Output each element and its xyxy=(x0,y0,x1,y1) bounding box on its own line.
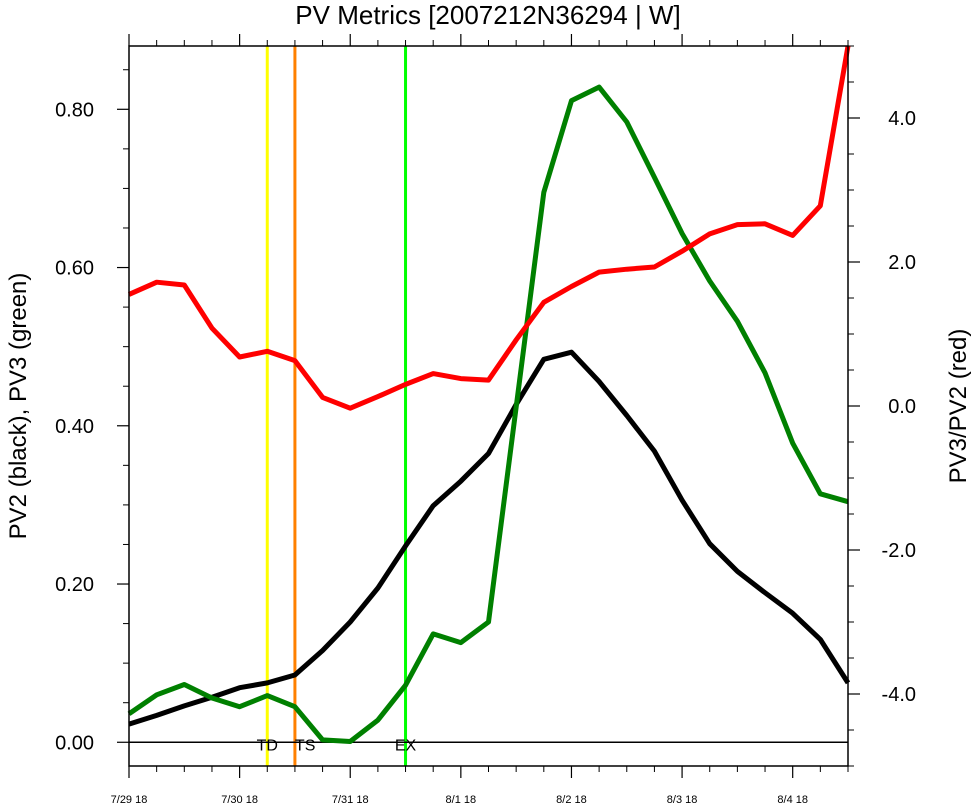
left-tick-label: 0.40 xyxy=(55,416,94,438)
left-axis-label: PV2 (black), PV3 (green) xyxy=(5,273,32,540)
marker-label-ts: TS xyxy=(295,737,315,754)
x-tick-label: 8/4 18 xyxy=(777,794,808,805)
x-tick-label: 7/30 18 xyxy=(221,794,258,805)
x-tick-label: 8/2 18 xyxy=(556,794,587,805)
right-tick-label: 4.0 xyxy=(888,108,916,130)
series-line-0 xyxy=(128,349,851,727)
right-tick-label: -4.0 xyxy=(882,684,916,706)
left-tick-label: 0.80 xyxy=(55,99,94,121)
marker-label-td: TD xyxy=(257,737,278,754)
right-axis-label: PV3/PV2 (red) xyxy=(945,329,972,484)
series-line-1 xyxy=(127,84,849,744)
x-tick-label: 7/31 18 xyxy=(332,794,369,805)
plot-frame xyxy=(128,45,849,767)
marker-labels: TD TS EX xyxy=(257,737,417,754)
series-line-2 xyxy=(127,45,851,411)
marker-label-ex: EX xyxy=(395,737,417,754)
x-tick-label: 8/3 18 xyxy=(667,794,698,805)
left-tick-label: 0.20 xyxy=(55,574,94,596)
x-tick-label: 8/1 18 xyxy=(446,794,477,805)
left-tick-label: 0.60 xyxy=(55,258,94,280)
axes: 7/29 18 7/30 18 7/31 18 8/1 18 8/2 18 8/3 18 8… xyxy=(55,34,916,806)
storm-phase-markers xyxy=(265,46,408,766)
right-tick-label: 2.0 xyxy=(888,252,916,274)
series-lines xyxy=(127,45,851,744)
right-tick-label: -2.0 xyxy=(882,540,916,562)
x-tick-label: 7/29 18 xyxy=(111,794,148,805)
left-tick-label: 0.00 xyxy=(55,732,94,754)
chart-title: PV Metrics [2007212N36294 | W] xyxy=(295,0,680,30)
right-tick-label: 0.0 xyxy=(888,396,916,418)
